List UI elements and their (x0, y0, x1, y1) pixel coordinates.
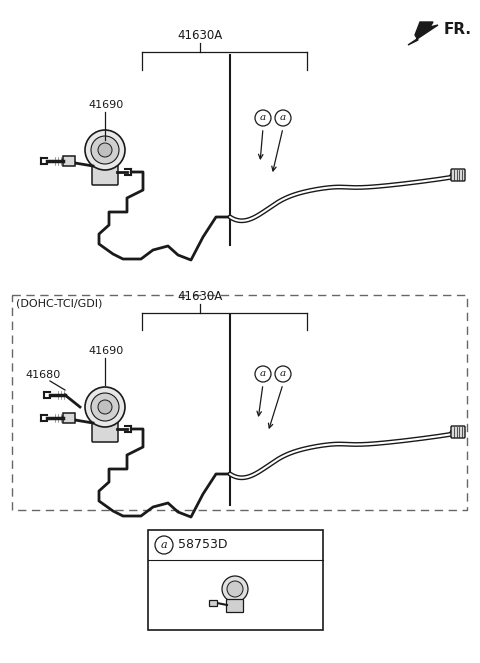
Bar (12, 295, 467, 510)
Text: 41690: 41690 (88, 100, 123, 110)
Text: 41630A: 41630A (178, 290, 223, 303)
Circle shape (275, 366, 291, 382)
Circle shape (85, 130, 125, 170)
Text: a: a (260, 113, 266, 123)
FancyBboxPatch shape (92, 422, 118, 442)
Circle shape (255, 366, 271, 382)
Circle shape (98, 400, 112, 414)
Circle shape (85, 387, 125, 427)
Circle shape (155, 536, 173, 554)
Circle shape (222, 576, 248, 602)
Text: FR.: FR. (444, 22, 472, 37)
Text: a: a (280, 113, 286, 123)
Polygon shape (63, 156, 75, 166)
Bar (209, 600, 217, 606)
Polygon shape (63, 413, 75, 423)
Circle shape (98, 143, 112, 157)
Text: 41680: 41680 (25, 370, 60, 380)
Polygon shape (408, 22, 438, 45)
Circle shape (91, 393, 119, 421)
Circle shape (255, 110, 271, 126)
Text: 41690: 41690 (88, 346, 123, 356)
Text: a: a (260, 369, 266, 379)
Text: a: a (161, 540, 168, 550)
Circle shape (227, 581, 243, 597)
Bar (148, 530, 323, 630)
Text: (DOHC-TCI/GDI): (DOHC-TCI/GDI) (16, 299, 102, 309)
FancyBboxPatch shape (227, 599, 243, 613)
FancyBboxPatch shape (92, 165, 118, 185)
Text: 41630A: 41630A (178, 29, 223, 42)
Text: a: a (280, 369, 286, 379)
Circle shape (275, 110, 291, 126)
FancyBboxPatch shape (451, 426, 465, 438)
Circle shape (91, 136, 119, 164)
FancyBboxPatch shape (451, 169, 465, 181)
Text: 58753D: 58753D (178, 538, 228, 552)
